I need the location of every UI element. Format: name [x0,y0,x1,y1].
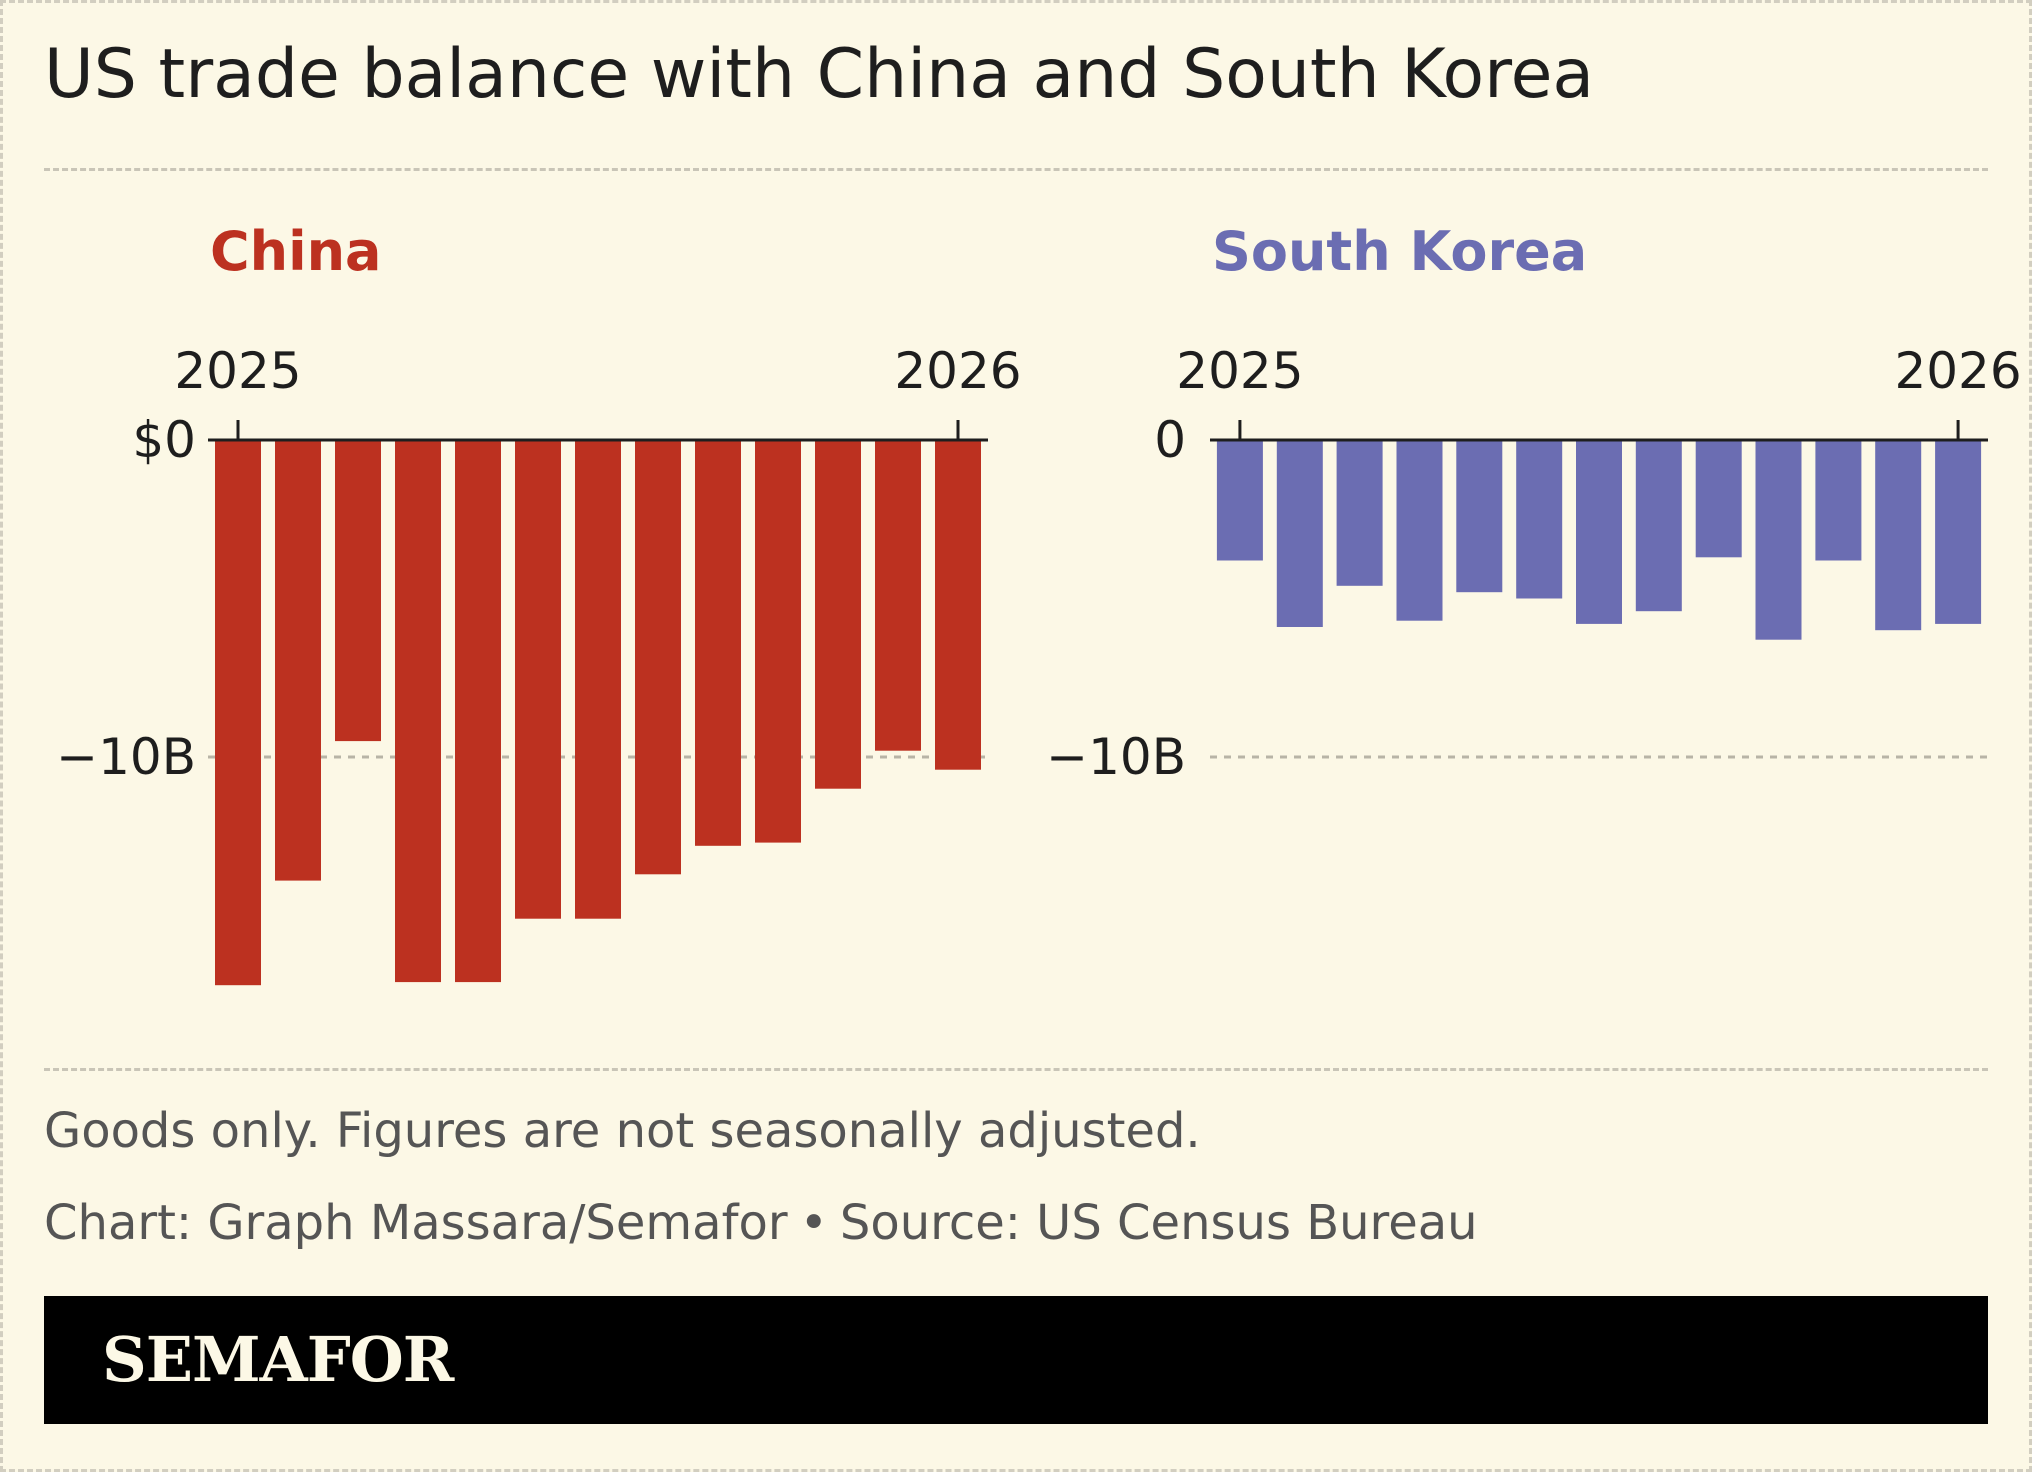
south-korea-bar [1216,440,1263,561]
china-bar [635,440,681,875]
top-divider [44,168,1988,171]
south-korea-bar [1695,440,1742,558]
china-bar [395,440,441,983]
china-bar [695,440,741,846]
south-korea-bar [1875,440,1922,631]
south-korea-y-tick-label: −10B [1046,728,1186,786]
semafor-logo: SEMAFOR [102,1323,454,1396]
china-bar [335,440,381,742]
china-bar [575,440,621,919]
china-x-tick-label: 2026 [894,342,1021,400]
south-korea-bar [1456,440,1503,593]
south-korea-bar [1276,440,1323,627]
china-bar [755,440,801,843]
south-korea-y-tick-label: 0 [1154,411,1186,469]
china-bar [455,440,501,983]
china-bar [275,440,321,881]
south-korea-bar [1336,440,1383,586]
bottom-divider [44,1068,1988,1071]
china-panel-title: China [210,220,381,283]
chart-note: Goods only. Figures are not seasonally a… [44,1103,1201,1159]
china-y-tick-label: −10B [56,728,196,786]
south-korea-bar [1755,440,1802,640]
south-korea-x-tick-label: 2026 [1894,342,2021,400]
credit-separator: • [799,1195,828,1251]
south-korea-panel-title: South Korea [1212,220,1587,283]
chart-credit: Chart: Graph Massara/Semafor • Source: US … [44,1188,1478,1258]
south-korea-x-tick-label: 2025 [1176,342,1303,400]
credit-chart: Chart: Graph Massara/Semafor [44,1195,788,1251]
china-bar [515,440,561,919]
china-y-tick-label: $0 [132,411,196,469]
south-korea-bar [1815,440,1862,561]
footer-bar: SEMAFOR [44,1296,1988,1424]
chart-title: US trade balance with China and South Ko… [44,35,1595,114]
china-bar [815,440,861,789]
china-bar [875,440,921,751]
china-bar [215,440,261,986]
charts-area: China 2025 2026 $0 −10B South Korea 2025 2026 0 −… [56,220,2022,986]
china-x-tick-label: 2025 [174,342,301,400]
south-korea-bar [1635,440,1682,612]
south-korea-bar [1516,440,1563,599]
credit-source: Source: US Census Bureau [839,1195,1478,1251]
south-korea-bar [1576,440,1622,624]
china-bar [935,440,981,770]
south-korea-bar [1396,440,1443,621]
south-korea-bar [1935,440,1982,624]
